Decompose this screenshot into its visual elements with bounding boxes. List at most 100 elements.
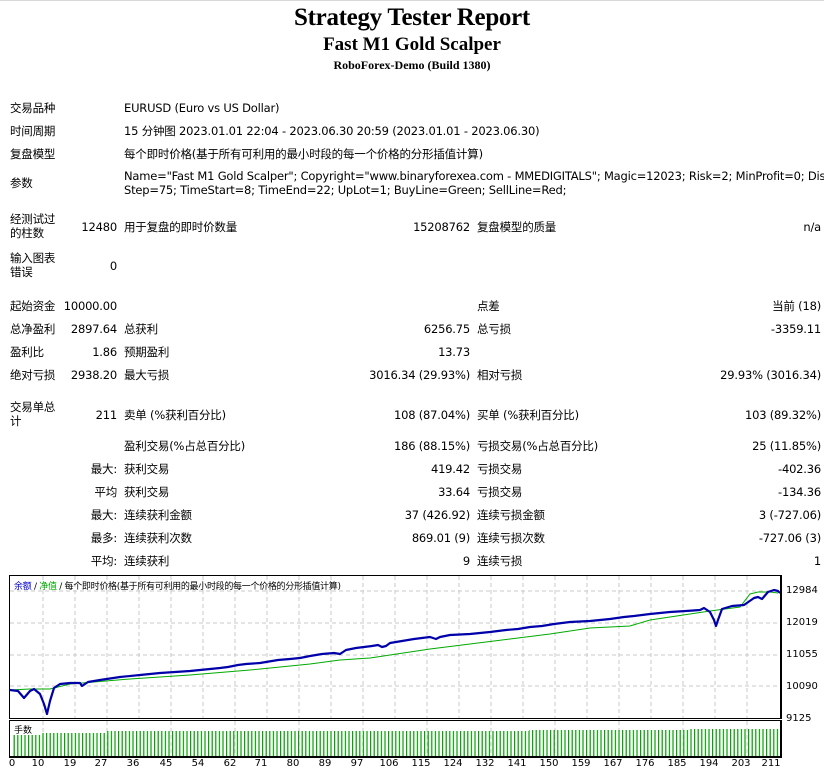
profit-trades-value: 186 (88.15%) (393, 439, 470, 453)
largest-prefix: 最大: (90, 462, 117, 476)
gross-profit-value: 6256.75 (423, 322, 470, 336)
spread-value: 当前 (18) (772, 299, 821, 313)
most-consec-loss-value: -727.06 (3) (758, 531, 821, 545)
loss-trades-label: 亏损交易(%占总百分比) (477, 439, 598, 453)
params-label: 参数 (10, 176, 33, 190)
largest-profit-value: 419.42 (430, 462, 470, 476)
symbol-label: 交易品种 (10, 101, 56, 115)
x-tick: 150 (539, 758, 559, 769)
x-tick: 132 (475, 758, 495, 769)
largest-profit-label: 获利交易 (124, 462, 170, 476)
avg-consec-losses-value: 1 (813, 554, 821, 568)
expert-name: Fast M1 Gold Scalper (323, 34, 501, 55)
bars-label: 经测试过的柱数 (10, 212, 56, 240)
gross-profit-label: 总获利 (124, 322, 158, 336)
average-profit-label: 获利交易 (124, 485, 170, 499)
x-tick: 45 (159, 758, 173, 769)
quality-value: n/a (803, 220, 821, 234)
x-tick: 159 (571, 758, 591, 769)
long-trades-value: 103 (89.32%) (744, 408, 821, 422)
initial-deposit-value: 10000.00 (63, 299, 117, 313)
x-tick: 19 (63, 758, 77, 769)
max-drawdown-value: 3016.34 (29.93%) (369, 368, 470, 382)
most-consec-prefix: 最多: (90, 531, 117, 545)
params-line-1: Name="Fast M1 Gold Scalper"; Copyright="… (124, 169, 824, 183)
ticks-label: 用于复盘的即时价数量 (124, 220, 237, 234)
model-value: 每个即时价格(基于所有可利用的最小时段的每一个价格的分形插值计算) (124, 147, 483, 161)
average-prefix: 平均 (94, 485, 117, 499)
expected-payoff-value: 13.73 (438, 345, 470, 359)
average-loss-label: 亏损交易 (477, 485, 523, 499)
x-tick: 194 (699, 758, 719, 769)
loss-trades-value: 25 (11.85%) (752, 439, 821, 453)
max-consec-wins-label: 连续获利金额 (124, 508, 192, 522)
rel-drawdown-value: 29.93% (3016.34) (720, 368, 821, 382)
abs-drawdown-value: 2938.20 (70, 368, 117, 382)
short-trades-value: 108 (87.04%) (393, 408, 470, 422)
legend-separator: / (31, 582, 40, 592)
balance-chart-plot (10, 576, 780, 718)
legend-model: 每个即时价格(基于所有可利用的最小时段的每一个价格的分形插值计算) (64, 582, 341, 592)
report-title: Strategy Tester Report (294, 4, 530, 31)
chart-legend: 余额 / 净值 / 每个即时价格(基于所有可利用的最小时段的每一个价格的分形插值… (14, 579, 341, 592)
gross-loss-label: 总亏损 (477, 322, 511, 336)
params-line-2: Step=75; TimeStart=8; TimeEnd=22; UpLot=… (124, 183, 567, 197)
max-consec-losses-value: 3 (-727.06) (758, 508, 821, 522)
x-tick: 89 (318, 758, 332, 769)
max-consec-losses-label: 连续亏损金额 (477, 508, 545, 522)
x-tick: 203 (731, 758, 751, 769)
max-consec-prefix: 最大: (90, 508, 117, 522)
x-tick: 115 (411, 758, 431, 769)
average-loss-value: -134.36 (778, 485, 821, 499)
x-tick: 71 (254, 758, 268, 769)
legend-separator: / (56, 582, 65, 592)
initial-deposit-label: 起始资金 (10, 299, 56, 313)
volume-chart: 手数 (9, 720, 782, 758)
x-tick: 54 (191, 758, 205, 769)
ticks-value: 15208762 (413, 220, 470, 234)
max-drawdown-label: 最大亏损 (124, 368, 170, 382)
x-tick: 97 (350, 758, 364, 769)
legend-balance: 余额 (14, 582, 32, 592)
x-tick: 106 (379, 758, 399, 769)
balance-chart: 余额 / 净值 / 每个即时价格(基于所有可利用的最小时段的每一个价格的分形插值… (9, 575, 782, 719)
most-consec-profit-label: 连续获利次数 (124, 531, 192, 545)
x-tick: 211 (761, 758, 781, 769)
net-profit-label: 总净盈利 (10, 322, 56, 336)
bars-value: 12480 (81, 220, 117, 234)
long-trades-label: 买单 (%获利百分比) (477, 408, 579, 422)
symbol-value: EURUSD (Euro vs US Dollar) (124, 101, 280, 115)
abs-drawdown-label: 绝对亏损 (10, 368, 56, 382)
largest-loss-value: -402.36 (778, 462, 821, 476)
volume-bars (13, 721, 779, 756)
y-tick: 11055 (786, 649, 818, 660)
x-tick: 185 (667, 758, 687, 769)
max-consec-wins-value: 37 (426.92) (404, 508, 471, 522)
x-tick: 141 (507, 758, 527, 769)
quality-label: 复盘模型的质量 (477, 220, 557, 234)
period-label: 时间周期 (10, 124, 56, 138)
x-tick: 167 (603, 758, 623, 769)
errors-label: 输入图表错误 (10, 251, 56, 279)
legend-equity: 净值 (39, 582, 57, 592)
x-tick: 124 (443, 758, 463, 769)
x-tick: 80 (286, 758, 300, 769)
expected-payoff-label: 预期盈利 (124, 345, 170, 359)
rel-drawdown-label: 相对亏损 (477, 368, 523, 382)
avg-consec-wins-label: 连续获利 (124, 554, 170, 568)
spread-label: 点差 (477, 299, 500, 313)
x-tick: 176 (635, 758, 655, 769)
gross-loss-value: -3359.11 (770, 322, 821, 336)
errors-value: 0 (109, 259, 117, 273)
period-value: 15 分钟图 2023.01.01 22:04 - 2023.06.30 20:… (124, 124, 540, 138)
x-tick: 27 (94, 758, 108, 769)
x-tick: 62 (223, 758, 237, 769)
x-tick: 0 (8, 758, 16, 769)
most-consec-profit-value: 869.01 (9) (411, 531, 470, 545)
x-tick: 10 (31, 758, 45, 769)
largest-loss-label: 亏损交易 (477, 462, 523, 476)
server-build: RoboForex-Demo (Build 1380) (333, 58, 491, 72)
total-trades-value: 211 (95, 408, 118, 422)
profit-trades-label: 盈利交易(%占总百分比) (124, 439, 245, 453)
avg-consec-wins-value: 9 (462, 554, 470, 568)
